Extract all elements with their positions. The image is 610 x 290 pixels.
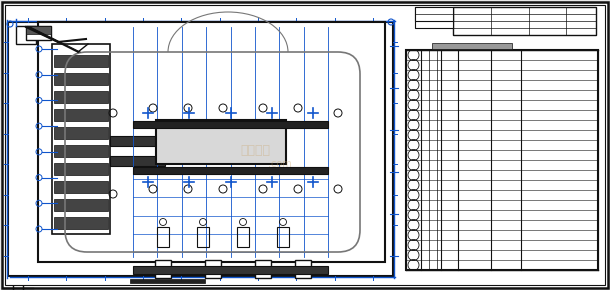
Bar — [255, 260, 271, 278]
Bar — [54, 127, 108, 139]
Bar — [110, 136, 165, 146]
Bar — [54, 91, 108, 103]
Bar — [54, 181, 108, 193]
Bar — [54, 145, 108, 157]
Bar — [26, 26, 51, 40]
Bar — [133, 121, 328, 128]
Bar — [277, 227, 289, 247]
Bar — [54, 163, 108, 175]
Bar — [38, 22, 385, 262]
Bar — [8, 22, 393, 276]
Text: 土木在线: 土木在线 — [240, 144, 270, 157]
Bar — [130, 279, 205, 283]
Bar — [157, 227, 169, 247]
Bar — [156, 120, 286, 164]
Bar — [54, 199, 108, 211]
Text: .com: .com — [268, 159, 292, 169]
Bar — [133, 266, 328, 274]
Bar — [16, 26, 36, 44]
Bar — [54, 109, 108, 121]
Bar — [26, 26, 51, 34]
Bar — [54, 73, 108, 85]
Bar — [205, 260, 221, 278]
Bar — [237, 227, 249, 247]
Bar — [415, 7, 453, 21]
Bar — [453, 7, 596, 35]
Bar — [406, 50, 598, 270]
Bar — [415, 7, 453, 28]
Bar — [54, 55, 108, 67]
Bar — [197, 227, 209, 247]
Bar — [295, 260, 311, 278]
Bar — [54, 217, 108, 229]
Bar — [161, 125, 281, 159]
Bar — [432, 43, 512, 49]
Bar — [155, 260, 171, 278]
Bar — [52, 44, 110, 234]
Bar — [110, 156, 165, 166]
Bar — [133, 167, 328, 174]
